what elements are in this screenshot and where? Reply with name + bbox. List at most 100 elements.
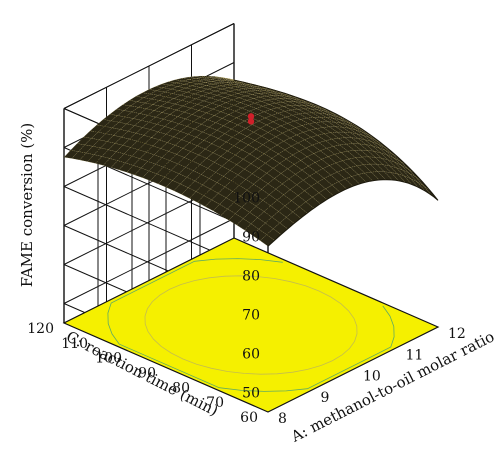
chart-floor [62, 237, 440, 413]
surface-cell [254, 135, 270, 145]
surface-cell [89, 124, 105, 133]
surface-cell [184, 85, 201, 90]
surface-cell [262, 140, 278, 150]
surface-cell [164, 121, 180, 129]
surface-cell [130, 140, 146, 150]
surface-cell [335, 126, 352, 133]
surface-cell [87, 154, 103, 164]
surface-cell [177, 111, 193, 120]
response-surface [63, 75, 439, 247]
surface-cell [161, 151, 177, 161]
surface-cell [169, 154, 185, 165]
surface-cell [222, 91, 239, 96]
surface-cell [270, 90, 286, 95]
surface-cell [200, 119, 217, 128]
surface-cell [106, 135, 122, 144]
surface-cell [334, 152, 350, 161]
surface-cell [353, 149, 370, 158]
surface-cell [225, 136, 241, 147]
surface-cell [242, 212, 258, 225]
surface-cell [123, 147, 139, 157]
surface-cell [197, 195, 213, 207]
surface-cell [294, 98, 309, 104]
surface-cell [336, 131, 353, 138]
surface-cell [358, 143, 375, 152]
surface-cell [338, 116, 354, 125]
surface-cell [290, 105, 305, 110]
z-tick-label: 60 [242, 347, 260, 363]
y-tick-label: 110 [61, 336, 88, 352]
surface-cell [235, 207, 250, 219]
surface-cell [140, 115, 156, 123]
surface-cell [232, 97, 248, 103]
surface-cell [256, 87, 271, 91]
surface-cell [195, 184, 211, 196]
surface-cell [218, 80, 233, 83]
surface-cell [125, 111, 141, 119]
surface-cell [275, 102, 291, 107]
surface-cell [363, 163, 379, 173]
surface-cell [223, 78, 238, 82]
surface-cell [258, 162, 274, 174]
surface-cell [219, 141, 235, 152]
surface-cell [266, 121, 282, 130]
surface-cell [189, 78, 204, 82]
x-tick-label: 11 [406, 347, 424, 363]
surface-cell [151, 131, 167, 141]
surface-cell [241, 200, 257, 213]
surface-cell [176, 148, 192, 158]
surface-cell [126, 118, 142, 126]
surface-cell [169, 82, 185, 87]
surface-cell [168, 79, 184, 84]
floor-plane [62, 237, 440, 413]
surface-cell [284, 200, 300, 213]
surface-cell [93, 147, 109, 157]
surface-cell [252, 93, 267, 98]
design-point [247, 113, 255, 120]
surface-cell [343, 131, 359, 139]
surface-cell [194, 124, 210, 133]
surface-cell [286, 95, 301, 101]
surface-cell [200, 88, 217, 94]
surface-cell [278, 205, 294, 218]
surface-cell [293, 160, 309, 171]
surface-cell [147, 110, 163, 118]
surface-cell [284, 145, 300, 156]
y-tick-label: 100 [95, 351, 122, 367]
surface-cell [236, 88, 252, 93]
surface-cell [184, 82, 199, 86]
surface-cell [138, 143, 154, 153]
surface-cell [393, 157, 409, 170]
surface-cell [333, 118, 348, 125]
surface-cell [205, 81, 220, 85]
design-point [247, 118, 255, 125]
surface-cell [325, 139, 341, 147]
surface-cell [208, 122, 224, 131]
surface-cell [78, 144, 94, 154]
surface-cell [105, 127, 121, 136]
surface-cell [173, 131, 189, 140]
surface-cell [271, 211, 287, 224]
surface-cell [241, 85, 257, 89]
surface-cell [290, 109, 307, 115]
surface-cell [238, 128, 254, 137]
surface-cell [272, 163, 288, 174]
surface-cell [162, 81, 177, 86]
surface-cell [96, 119, 112, 127]
surface-cell [285, 154, 302, 165]
surface-cell [211, 138, 227, 148]
surface-cell [91, 132, 107, 140]
surface-cell [245, 124, 261, 133]
surface-cell [127, 125, 143, 134]
surface-cell [211, 80, 227, 84]
surface-cell [201, 75, 216, 78]
surface-cell [217, 133, 234, 143]
surface-cell [170, 116, 186, 124]
surface-cell [197, 140, 213, 150]
surface-cell [236, 218, 252, 231]
surface-cell [346, 143, 362, 151]
surface-cell [176, 80, 191, 85]
surface-cell [132, 113, 149, 121]
surface-cell [280, 123, 296, 131]
surface-cell [279, 158, 295, 169]
